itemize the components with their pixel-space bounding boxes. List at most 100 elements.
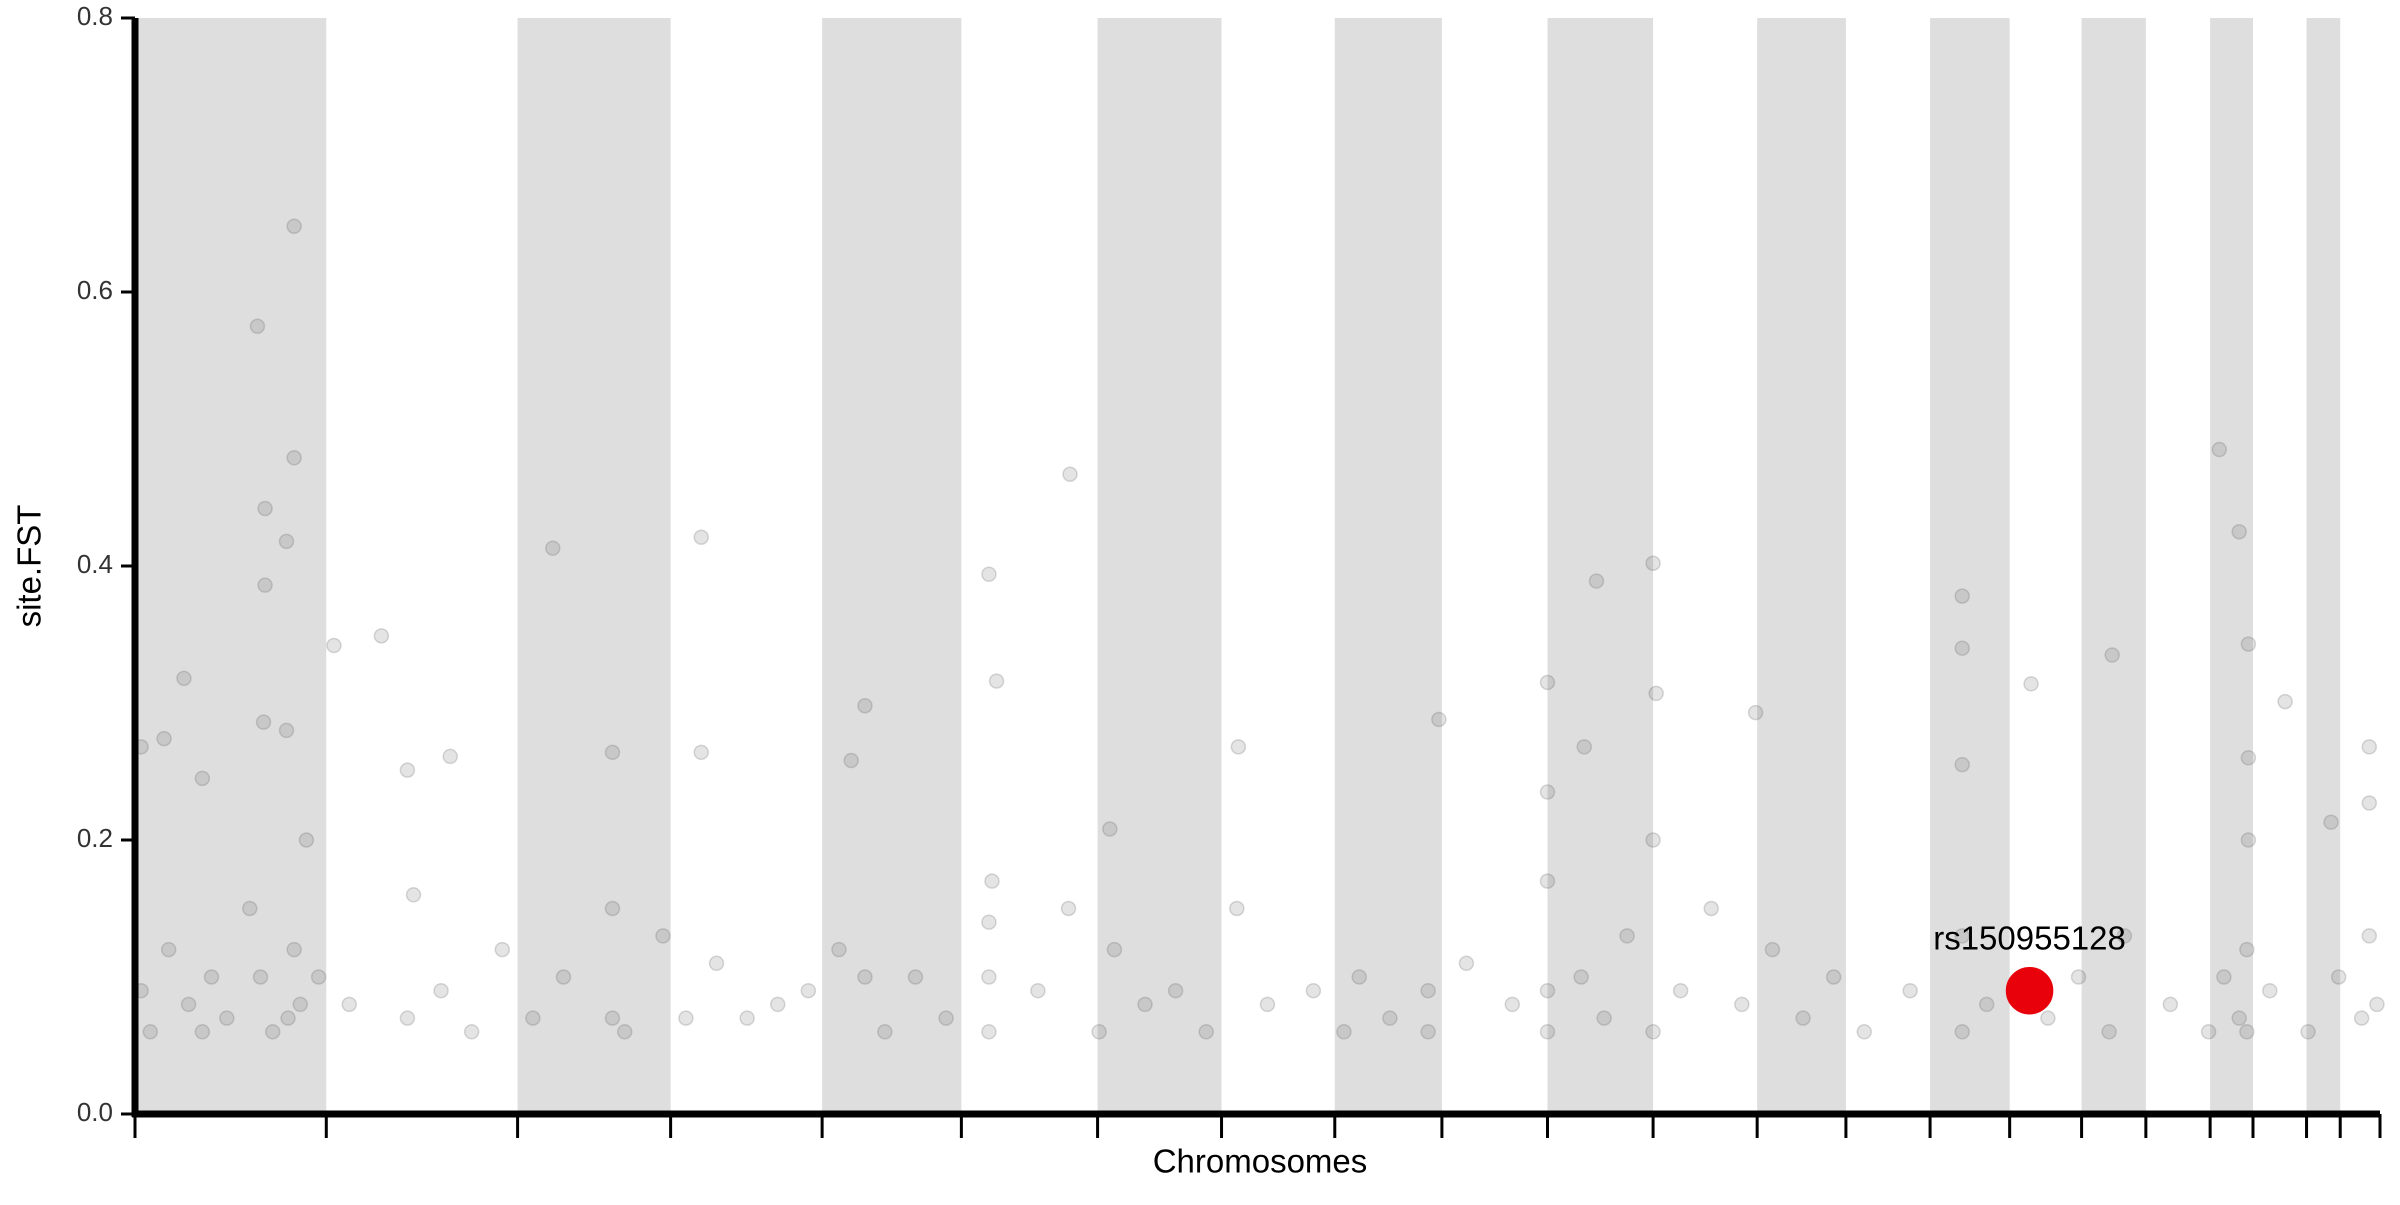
- point: [2211, 441, 2228, 458]
- point: [2361, 795, 2378, 811]
- chromosome-band: [1930, 18, 2010, 1114]
- point: [693, 744, 709, 761]
- point: [1336, 1024, 1352, 1040]
- point: [463, 1024, 480, 1040]
- chromosome-bands: [135, 18, 2341, 1114]
- point: [1703, 900, 1719, 917]
- point: [857, 969, 873, 985]
- chromosome-band: [135, 18, 327, 1114]
- point: [1672, 982, 1689, 999]
- point: [2369, 996, 2385, 1013]
- y-tick-label: 0.2: [77, 823, 113, 853]
- point: [249, 318, 266, 334]
- point: [292, 996, 309, 1013]
- point: [278, 533, 295, 550]
- point: [2323, 814, 2339, 830]
- point: [1539, 674, 1556, 691]
- point: [242, 900, 258, 917]
- point: [1539, 784, 1556, 800]
- point: [399, 762, 416, 778]
- y-tick-label: 0.6: [77, 275, 113, 305]
- point: [1431, 711, 1447, 728]
- point: [1539, 1024, 1556, 1040]
- point: [1954, 928, 1970, 944]
- point: [1060, 900, 1077, 917]
- point: [981, 969, 997, 985]
- chromosome-band: [1334, 18, 1442, 1114]
- point: [194, 770, 211, 787]
- point: [219, 1010, 235, 1026]
- point: [616, 1024, 633, 1040]
- chromosome-band: [517, 18, 671, 1114]
- point: [176, 670, 192, 687]
- point: [2240, 636, 2257, 652]
- point: [2239, 941, 2255, 958]
- point: [1030, 982, 1046, 999]
- point: [843, 752, 859, 769]
- point: [1619, 928, 1635, 944]
- y-tick-label: 0.4: [77, 549, 113, 579]
- point: [981, 914, 997, 930]
- point: [2101, 1024, 2117, 1040]
- point: [1954, 640, 1970, 656]
- point: [278, 722, 295, 739]
- point: [1734, 996, 1750, 1013]
- point: [442, 748, 458, 765]
- point: [1954, 588, 1970, 604]
- point: [1954, 1024, 1970, 1040]
- point: [156, 730, 172, 747]
- point: [1504, 996, 1521, 1013]
- point: [857, 697, 873, 714]
- point: [1091, 1024, 1107, 1040]
- point: [2104, 647, 2120, 663]
- point: [981, 566, 997, 582]
- point: [545, 540, 561, 556]
- point: [988, 673, 1005, 689]
- point: [1229, 900, 1245, 917]
- point: [981, 1024, 997, 1040]
- chromosome-band: [1097, 18, 1222, 1114]
- point: [708, 955, 725, 972]
- point: [1420, 1024, 1436, 1040]
- point: [1198, 1024, 1214, 1040]
- point: [1420, 982, 1436, 999]
- point: [693, 529, 709, 545]
- point: [399, 1010, 416, 1026]
- point: [2231, 524, 2247, 540]
- point: [655, 928, 671, 944]
- point: [1576, 739, 1592, 755]
- axes: 0.0 0.2 0.4 0.6 0.8: [77, 1, 2382, 1138]
- point: [1596, 1010, 1612, 1026]
- point: [298, 832, 315, 848]
- point: [1648, 685, 1664, 702]
- point: [2277, 693, 2293, 710]
- point: [1825, 969, 1842, 985]
- point: [2116, 928, 2133, 944]
- highlight-point: [2005, 966, 2054, 1015]
- point: [2216, 969, 2232, 985]
- point: [2023, 676, 2039, 692]
- chromosome-band: [2306, 18, 2341, 1114]
- point: [1588, 573, 1605, 589]
- point: [373, 628, 390, 644]
- point: [2240, 832, 2257, 848]
- point: [494, 941, 511, 958]
- y-tick-label: 0.8: [77, 1, 113, 31]
- point: [2361, 739, 2378, 755]
- point: [2162, 996, 2179, 1013]
- point: [678, 1010, 694, 1026]
- point: [800, 982, 817, 999]
- point: [604, 900, 621, 917]
- point: [1230, 739, 1247, 755]
- point: [2231, 1010, 2247, 1026]
- point: [555, 969, 572, 985]
- point: [1106, 941, 1123, 958]
- point: [1539, 982, 1556, 999]
- point: [831, 941, 847, 958]
- point: [604, 1010, 621, 1026]
- point: [2300, 1024, 2316, 1040]
- point: [1645, 832, 1661, 848]
- chromosome-band: [1757, 18, 1846, 1114]
- point: [326, 637, 342, 654]
- point: [1167, 982, 1184, 999]
